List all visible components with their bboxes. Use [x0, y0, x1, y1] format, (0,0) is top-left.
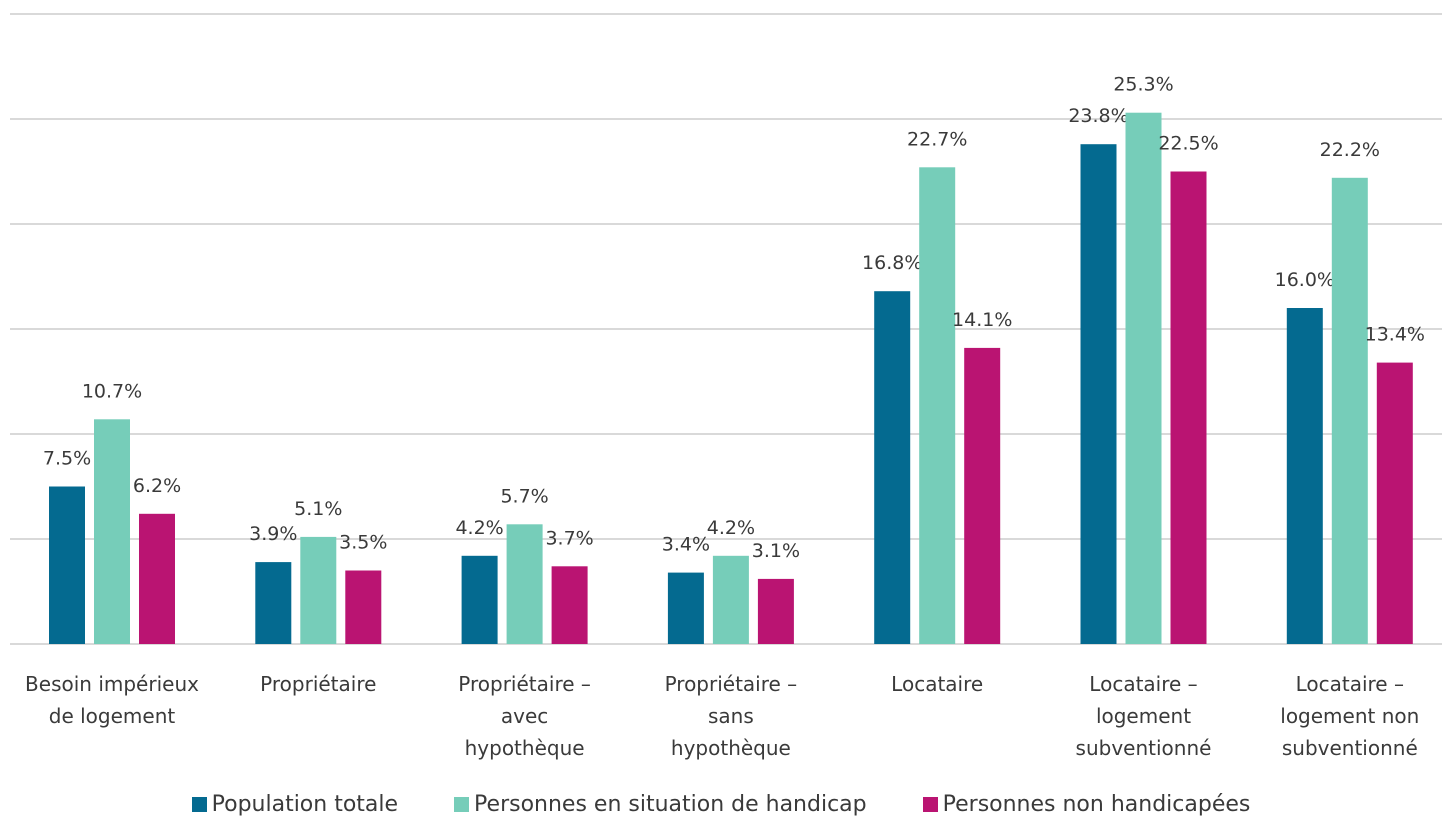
category-label: Locataire [891, 672, 984, 696]
data-label: 3.5% [339, 532, 387, 554]
data-label: 3.7% [545, 527, 593, 549]
data-label: 22.7% [907, 128, 967, 150]
bar [919, 167, 956, 645]
bar [712, 555, 749, 644]
bar [1125, 112, 1162, 644]
data-label: 25.3% [1113, 74, 1173, 96]
bar [255, 562, 292, 644]
data-label: 4.2% [455, 517, 503, 539]
data-label: 5.1% [294, 498, 342, 520]
legend-item: Population totale [191, 790, 399, 820]
legend-item: Personnes non handicapées [922, 790, 1251, 820]
legend-item: Personnes en situation de handicap [454, 790, 867, 820]
bar [506, 524, 543, 644]
data-label: 3.1% [752, 540, 800, 562]
bar [461, 555, 498, 644]
bar [1286, 308, 1323, 644]
data-label: 4.2% [707, 517, 755, 539]
category-label: Propriétaire – avec hypothèque [458, 672, 591, 760]
data-label: 3.9% [249, 523, 297, 545]
data-label: 13.4% [1365, 324, 1425, 346]
bar [1080, 144, 1117, 644]
data-label: 16.8% [862, 252, 922, 274]
bar [757, 578, 794, 644]
legend-label: Personnes non handicapées [942, 792, 1251, 817]
bar [1376, 362, 1413, 644]
legend-label: Population totale [211, 792, 399, 817]
data-label: 22.2% [1320, 139, 1380, 161]
bar [964, 347, 1001, 644]
data-label: 7.5% [43, 448, 91, 470]
bar [49, 486, 85, 644]
data-label: 3.4% [662, 534, 710, 556]
bar [1170, 171, 1207, 644]
category-label: Propriétaire – sans hypothèque [664, 672, 798, 760]
data-label: 16.0% [1275, 269, 1335, 291]
data-label: 10.7% [82, 380, 142, 402]
bar [667, 572, 704, 644]
category-label: Locataire – logement non subventionné [1280, 672, 1420, 760]
bar [94, 419, 130, 644]
data-label: 14.1% [952, 309, 1012, 331]
bar [139, 513, 175, 644]
bar [874, 291, 911, 644]
category-label: Propriétaire [260, 672, 377, 696]
category-label: Locataire – logement subventionné [1075, 672, 1212, 760]
data-label: 22.5% [1158, 133, 1218, 155]
bar [345, 570, 382, 644]
legend-swatch [922, 797, 938, 812]
legend: Population totale Personnes en situation … [0, 790, 1442, 820]
category-label: Besoin impérieux de logement [25, 672, 199, 728]
bar [300, 536, 337, 644]
legend-label: Personnes en situation de handicap [474, 792, 867, 817]
data-label: 5.7% [500, 485, 548, 507]
legend-swatch [191, 797, 207, 812]
bar [1331, 177, 1368, 645]
data-label: 23.8% [1068, 105, 1128, 127]
bar [551, 566, 588, 644]
legend-swatch [454, 797, 470, 812]
data-label: 6.2% [133, 475, 181, 497]
